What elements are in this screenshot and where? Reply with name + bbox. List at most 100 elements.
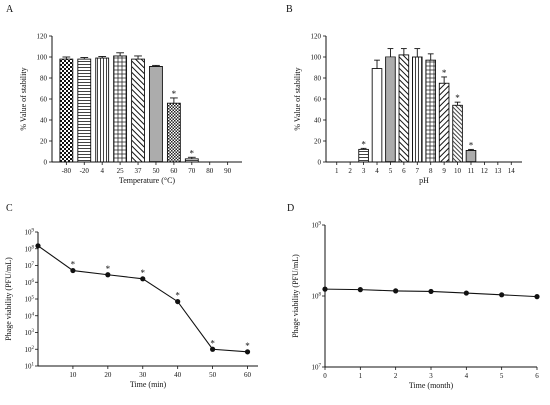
significance-star: * [361,139,366,149]
y-axis-title: % Value of stability [293,67,302,130]
y-tick-exponent: 7 [319,364,322,369]
x-tick-label: 10 [69,371,77,379]
panel-letter: A [6,4,14,15]
x-tick-label: 6 [402,167,406,175]
x-tick-label: 2 [348,167,352,175]
significance-star: * [190,148,195,158]
x-tick-label: 1 [335,167,339,175]
x-tick-label: 25 [117,167,125,175]
y-tick-exponent: 5 [32,296,35,301]
data-point [70,267,76,274]
x-axis-title: Time (min) [130,380,167,389]
data-point [357,287,363,293]
x-axis-title: Time (month) [409,381,454,390]
bar [465,149,477,163]
bar [358,148,369,163]
data-point [393,288,399,294]
y-tick-label: 40 [40,117,48,125]
bar [59,58,74,163]
y-axis-title: Phage viability (PFU/mL) [291,254,300,338]
x-tick-label: 13 [494,167,502,175]
panel-letter: B [286,4,293,15]
y-tick-label: 80 [314,75,322,83]
significance-star: * [141,268,146,278]
x-tick-label: 40 [174,371,182,379]
x-tick-label: 12 [481,167,489,175]
y-tick-base: 10 [312,222,320,230]
x-tick-label: -20 [80,167,90,175]
x-tick-label: 0 [323,372,327,380]
bar [438,82,450,163]
y-tick-base: 10 [312,293,320,301]
y-tick-label: 120 [37,33,48,41]
bar [95,57,110,163]
x-tick-label: 90 [224,167,232,175]
y-tick-exponent: 2 [32,346,35,351]
significance-star: * [245,341,250,351]
significance-star: * [442,68,447,78]
y-tick-base: 10 [25,262,33,270]
y-tick-label: 40 [314,117,322,125]
significance-star: * [71,260,76,270]
x-tick-label: 50 [209,371,217,379]
data-point [534,294,540,300]
y-tick-label: 108 [25,245,35,253]
y-tick-label: 102 [25,346,35,354]
y-tick-label: 107 [25,262,35,270]
y-tick-exponent: 8 [319,293,322,298]
y-tick-exponent: 1 [32,363,35,368]
y-tick-exponent: 3 [32,329,35,334]
x-tick-label: 4 [375,167,379,175]
y-tick-exponent: 4 [32,312,35,317]
y-tick-base: 10 [25,229,33,237]
panel-a-temperature-stability: A 0 20 40 60 80 100 120 -80 -20 4 25 37 50 60 * 70 * 80 90%… [6,4,242,185]
x-tick-label: 5 [500,372,504,380]
bar [398,54,410,163]
significance-star: * [106,264,111,274]
y-tick-base: 10 [25,346,33,354]
x-tick-label: 37 [135,167,143,175]
y-tick-label: 20 [314,138,322,146]
y-tick-label: 109 [25,229,35,237]
bar [113,55,128,163]
x-tick-label: 8 [429,167,433,175]
x-tick-label: 9 [442,167,446,175]
y-tick-label: 60 [314,96,322,104]
data-point [140,276,146,282]
y-tick-exponent: 9 [319,222,322,227]
y-tick-label: 107 [312,364,322,372]
x-tick-label: 20 [104,371,112,379]
significance-star: * [455,93,460,103]
y-tick-exponent: 7 [32,262,35,267]
y-axis-title: Phage viability (PFU/mL) [4,257,13,341]
x-tick-label: 10 [454,167,462,175]
x-tick-label: 11 [468,167,475,175]
bar [77,58,92,163]
y-tick-base: 10 [25,312,33,320]
x-tick-label: 1 [359,372,363,380]
x-tick-label: -80 [62,167,72,175]
data-point [463,290,469,296]
y-tick-base: 10 [25,245,33,253]
data-point [210,346,216,352]
significance-star: * [210,338,215,348]
y-axis-title: % Value of stability [19,67,28,130]
x-tick-label: 3 [429,372,433,380]
significance-star: * [172,89,177,99]
x-tick-label: 14 [508,167,516,175]
y-tick-label: 109 [312,222,322,230]
y-tick-label: 106 [25,279,35,287]
significance-star: * [469,140,474,150]
x-tick-label: 60 [244,371,252,379]
y-tick-exponent: 8 [32,245,35,250]
y-tick-label: 100 [37,54,48,62]
y-tick-label: 104 [25,312,35,320]
y-tick-label: 0 [318,159,322,167]
bar [131,58,145,163]
bar [452,104,463,163]
y-tick-exponent: 9 [32,229,35,234]
y-tick-label: 120 [311,33,322,41]
